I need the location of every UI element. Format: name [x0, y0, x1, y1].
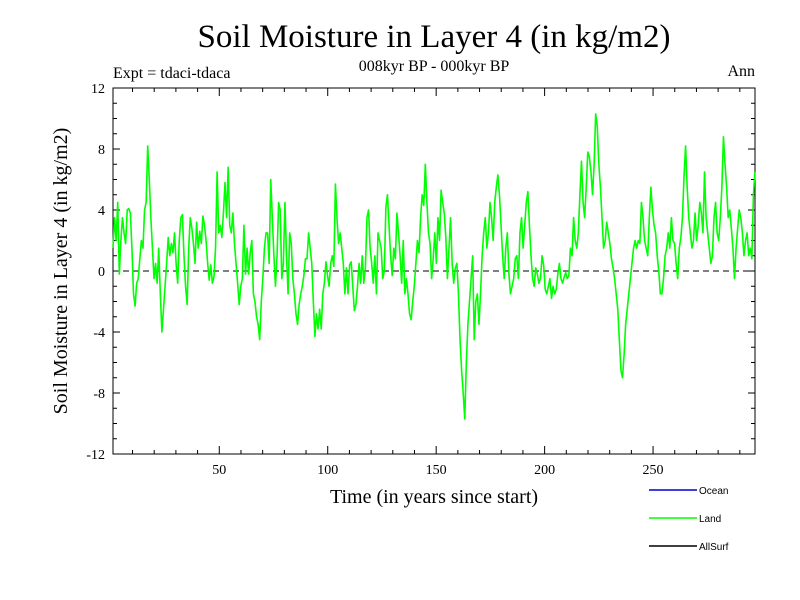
- x-axis-label: Time (in years since start): [330, 486, 538, 508]
- x-tick-label: 150: [426, 463, 447, 478]
- x-tick-label: 200: [534, 463, 555, 478]
- y-tick-label: 12: [91, 82, 105, 97]
- y-tick-label: 0: [98, 265, 105, 280]
- y-tick-label: 4: [98, 204, 105, 219]
- legend-label-allsurf: AllSurf: [699, 542, 729, 553]
- y-tick-label: -4: [93, 326, 105, 341]
- legend-label-ocean: Ocean: [699, 486, 728, 497]
- x-tick-label: 250: [643, 463, 664, 478]
- series-layer: [112, 113, 756, 420]
- y-tick-label: 8: [98, 143, 105, 158]
- x-tick-label: 50: [212, 463, 226, 478]
- legend-label-land: Land: [699, 514, 721, 525]
- legend: Ocean Land AllSurf: [649, 486, 729, 553]
- chart-title: Soil Moisture in Layer 4 (in kg/m2): [198, 19, 671, 55]
- x-tick-label: 100: [317, 463, 338, 478]
- y-tick-label: -12: [86, 448, 105, 463]
- experiment-label: Expt = tdaci-tdaca: [113, 65, 230, 82]
- y-tick-label: -8: [93, 387, 105, 402]
- y-axis-label: Soil Moisture in Layer 4 (in kg/m2): [50, 128, 72, 415]
- series-line-land: [112, 113, 756, 420]
- season-label: Ann: [727, 63, 755, 80]
- y-axis-ticks: 12 8 4 0 -4 -8 -12: [86, 82, 755, 463]
- chart-subtitle: 008kyr BP - 000kyr BP: [359, 58, 510, 75]
- x-axis-ticks: 50 100 150 200 250: [132, 88, 741, 478]
